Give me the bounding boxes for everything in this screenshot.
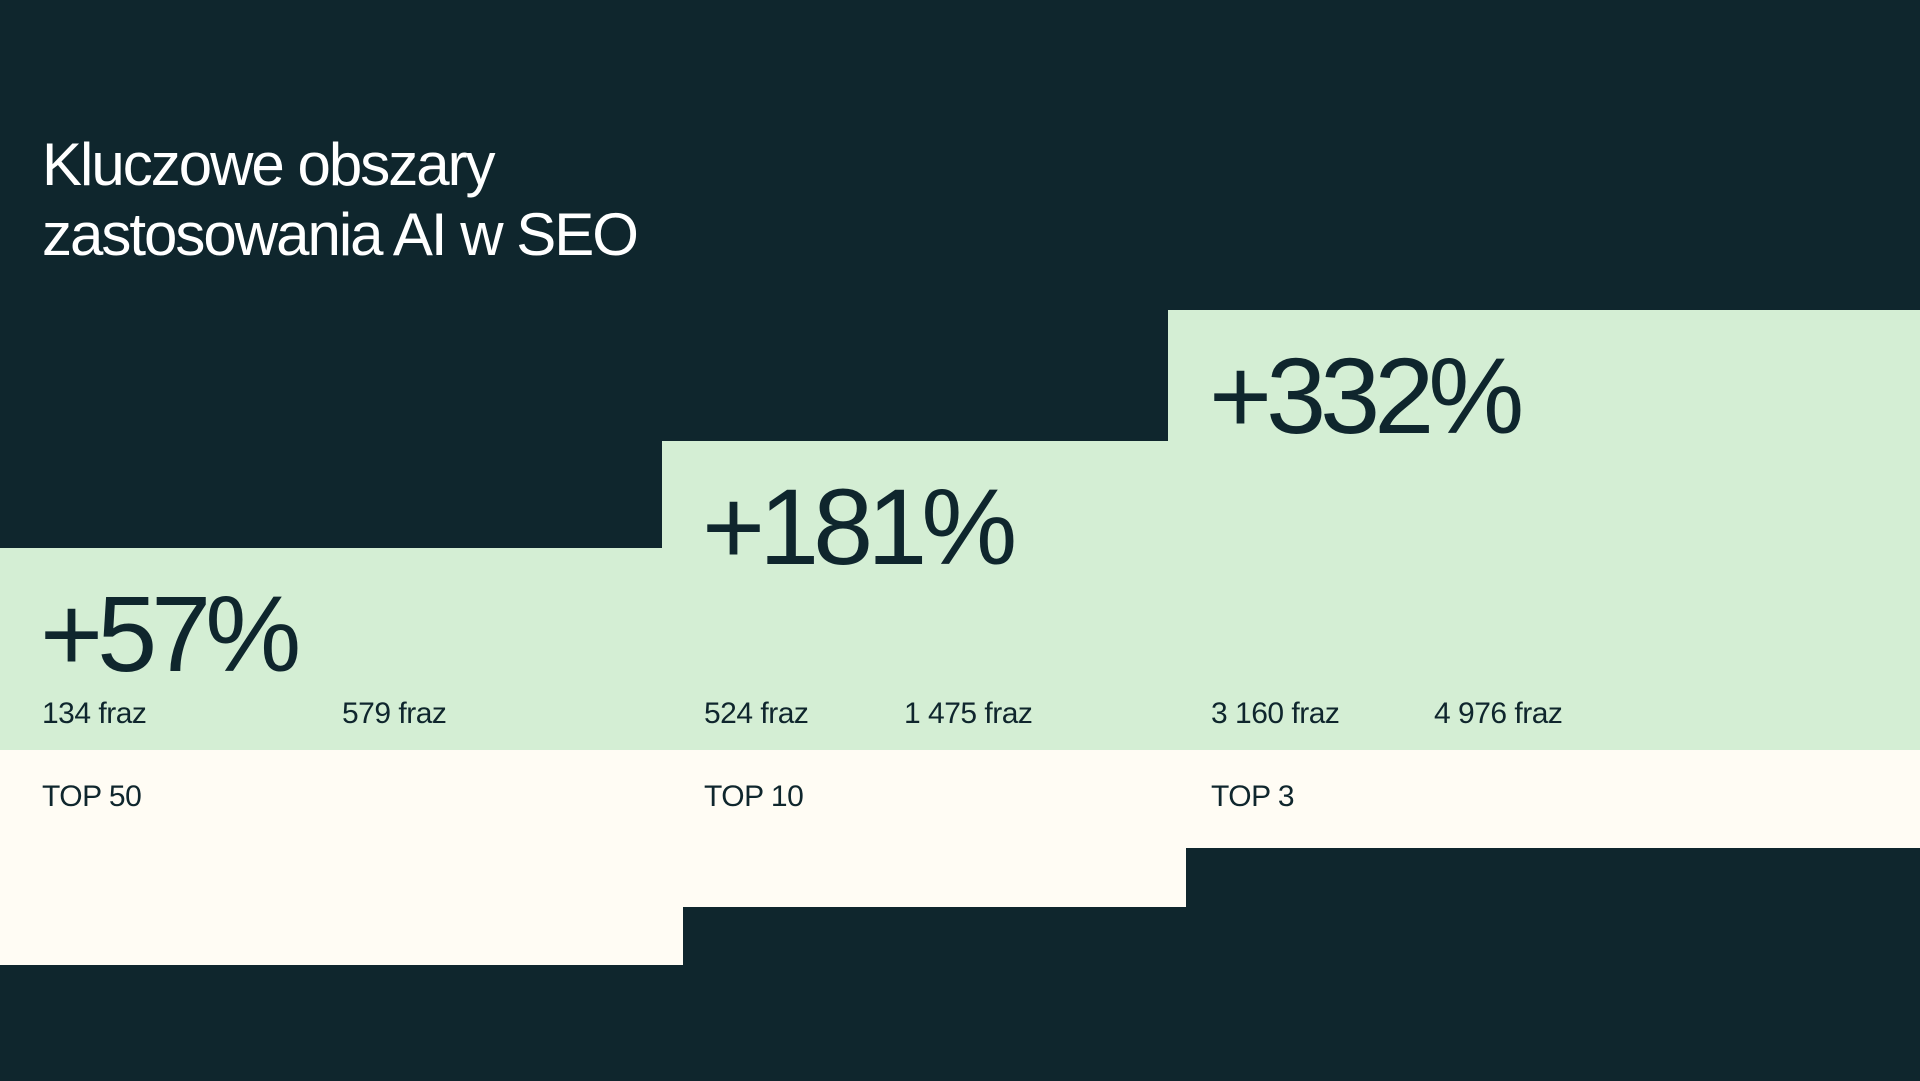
step-base-1 <box>0 750 683 965</box>
step-base-3 <box>1168 750 1920 848</box>
step-category-label-3: TOP 3 <box>1211 780 1295 813</box>
step-base-2 <box>662 750 1186 907</box>
step-value-label-1: +57% <box>40 573 301 694</box>
step-3-count-1: 3 160 fraz <box>1211 697 1340 730</box>
slide-title-line-1: Kluczowe obszary <box>42 131 496 198</box>
step-1-count-1: 134 fraz <box>42 697 147 730</box>
step-1-count-2: 579 fraz <box>342 697 447 730</box>
step-value-label-2: +181% <box>702 465 1017 587</box>
step-3-count-2: 4 976 fraz <box>1434 697 1563 730</box>
step-2-count-2: 1 475 fraz <box>904 697 1033 730</box>
slide-title-line-2: zastosowania AI w SEO <box>42 201 639 268</box>
step-value-label-3: +332% <box>1209 335 1524 456</box>
step-bar-1 <box>0 548 662 750</box>
slide-title: Kluczowe obszary zastosowania AI w SEO <box>42 130 639 270</box>
step-bar-3 <box>1168 310 1920 750</box>
step-bar-2 <box>662 440 1168 750</box>
step-category-label-2: TOP 10 <box>704 780 804 813</box>
step-2-count-1: 524 fraz <box>704 697 809 730</box>
step-category-label-1: TOP 50 <box>42 780 142 813</box>
